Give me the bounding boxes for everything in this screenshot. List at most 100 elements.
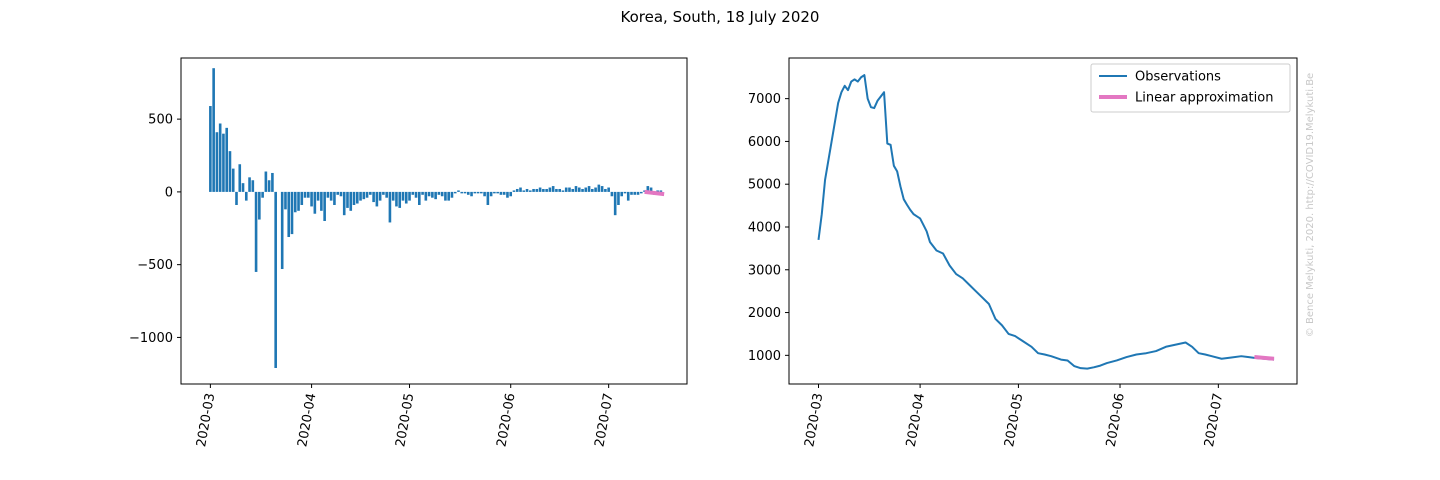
y-tick-label: −1000 [129, 331, 173, 346]
bar [633, 191, 637, 195]
figure-title: Korea, South, 18 July 2020 [621, 8, 820, 26]
legend-label-observations: Observations [1135, 70, 1221, 85]
bar [532, 188, 535, 192]
bar [280, 191, 284, 270]
bar [434, 191, 437, 200]
y-tick-label: 1000 [748, 349, 781, 364]
x-tick-label: 2020-04 [295, 392, 319, 448]
bar [447, 191, 450, 201]
bar [440, 191, 444, 197]
bar [365, 191, 369, 198]
bar [496, 191, 499, 194]
linear-approximation-line [644, 189, 665, 197]
bar [378, 191, 382, 201]
bar [466, 191, 470, 195]
bar [388, 191, 392, 223]
bar [274, 191, 277, 368]
bar [545, 188, 548, 192]
bar [489, 191, 493, 197]
bar [463, 191, 467, 194]
x-tick-label: 2020-03 [802, 392, 826, 448]
bar [248, 177, 251, 192]
bar [594, 187, 597, 192]
x-tick-label: 2020-07 [592, 392, 616, 448]
bar [509, 191, 513, 197]
legend-label-linear-approximation: Linear approximation [1135, 91, 1273, 106]
linear-approximation-line [1254, 355, 1275, 361]
bar [519, 187, 522, 192]
bar [522, 190, 526, 192]
bar [525, 188, 529, 192]
bar [300, 191, 304, 205]
bar [414, 191, 418, 198]
y-tick-label: 5000 [748, 178, 781, 193]
bar [225, 127, 229, 192]
bar [483, 191, 486, 197]
bar [620, 191, 624, 197]
bar [444, 191, 447, 201]
bar [587, 186, 591, 192]
bar [411, 191, 415, 195]
bar [643, 190, 646, 192]
bar [512, 190, 516, 192]
bar [391, 191, 395, 201]
x-tick-label: 2020-07 [1202, 392, 1226, 448]
bar [470, 191, 473, 197]
x-tick-label: 2020-06 [1104, 392, 1128, 448]
bar [355, 191, 359, 204]
bar [359, 191, 362, 201]
observations-line [817, 74, 1275, 370]
bar [656, 190, 659, 192]
bar [271, 172, 274, 192]
bar [339, 191, 343, 197]
bar [424, 191, 428, 201]
bar [577, 187, 581, 192]
bar [326, 191, 330, 198]
y-tick-label: 6000 [748, 135, 781, 150]
bar [600, 186, 604, 192]
y-tick-label: 7000 [748, 92, 781, 107]
line-chart-panel: 2020-03 2020-04 2020-05 2020-06 2020-07 1000 2… [748, 57, 1298, 448]
bar [460, 191, 464, 194]
bar [212, 68, 215, 192]
bar [342, 191, 346, 216]
bar [238, 164, 242, 192]
bar [320, 191, 323, 211]
y-tick-label: 4000 [748, 221, 781, 236]
bar [349, 191, 353, 211]
bar [626, 191, 630, 201]
bar [287, 191, 291, 238]
bar [499, 191, 503, 195]
bar [613, 191, 617, 216]
bar [551, 186, 555, 192]
bar [418, 191, 421, 205]
bar [568, 187, 571, 192]
bar [303, 191, 307, 198]
bar [329, 191, 333, 201]
bar [591, 188, 594, 192]
bar [346, 191, 349, 208]
bar [476, 191, 480, 194]
bar [538, 187, 542, 192]
bar [535, 188, 539, 192]
bar [431, 191, 434, 198]
bar [561, 190, 565, 192]
bar [401, 191, 405, 201]
bar [244, 191, 248, 201]
bar [581, 188, 584, 192]
y-tick-label: 3000 [748, 263, 781, 278]
bar [457, 190, 460, 192]
bar [480, 191, 483, 194]
bar [228, 151, 232, 192]
bar [542, 188, 545, 192]
bar [297, 191, 300, 211]
bar [639, 191, 643, 194]
bar [558, 188, 561, 192]
bar [630, 191, 633, 195]
bar [450, 191, 454, 198]
bar [362, 191, 366, 200]
y-tick-label: −500 [137, 258, 173, 273]
y-tick-label: 500 [148, 113, 173, 128]
bar [502, 191, 506, 195]
x-tick-label: 2020-05 [1002, 392, 1026, 448]
